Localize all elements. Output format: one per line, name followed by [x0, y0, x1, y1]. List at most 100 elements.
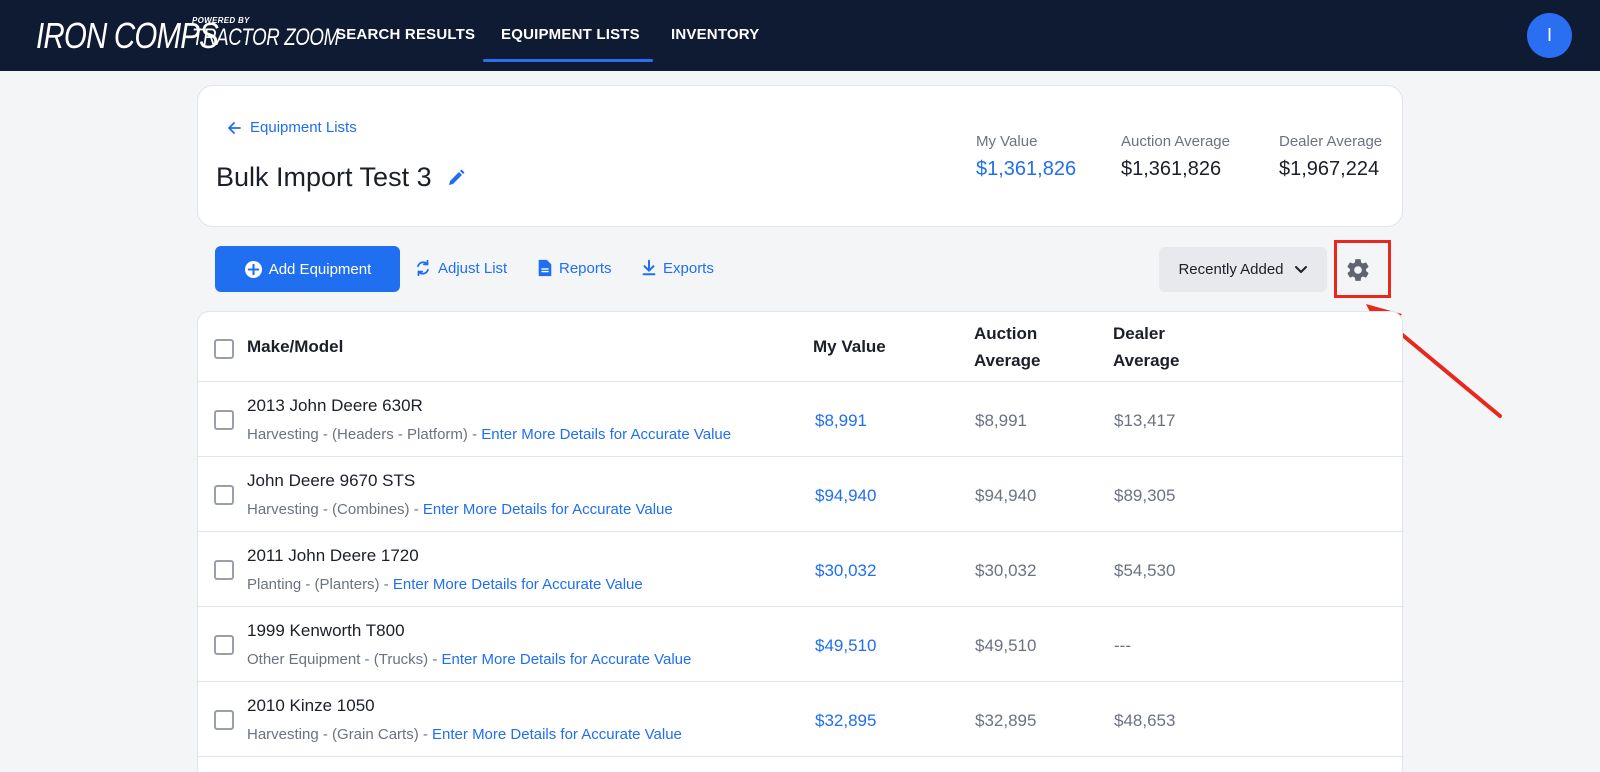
my-value-cell[interactable]: $8,991: [815, 411, 867, 430]
reports-button[interactable]: Reports: [537, 259, 612, 277]
table-row[interactable]: John Deere 9670 STS Harvesting - (Combin…: [198, 456, 1404, 531]
equipment-category: Planting - (Planters) - Enter More Detai…: [247, 576, 643, 593]
stat-value: $1,361,826: [976, 158, 1077, 180]
row-checkbox[interactable]: [214, 635, 234, 655]
table-row[interactable]: 1999 Kenworth T800 Other Equipment - (Tr…: [198, 606, 1404, 681]
header-line: Average: [1113, 351, 1180, 370]
nav-equipment-lists[interactable]: EQUIPMENT LISTS: [501, 26, 640, 43]
equipment-category: Harvesting - (Combines) - Enter More Det…: [247, 501, 673, 518]
highlight-annotation-box: [1334, 240, 1391, 298]
header-line: Average: [974, 351, 1041, 370]
user-avatar[interactable]: I: [1527, 13, 1572, 58]
auction-average-cell: $32,895: [975, 711, 1037, 730]
stat-value: $1,361,826: [1121, 158, 1222, 180]
stat-label: Dealer Average: [1279, 133, 1383, 150]
enter-details-link[interactable]: Enter More Details for Accurate Value: [392, 576, 643, 593]
stat-label: My Value: [976, 133, 1038, 150]
download-icon: [642, 259, 656, 276]
logo-sub: POWERED BY TRACTOR ZOOM: [192, 16, 380, 51]
reports-label: Reports: [559, 259, 612, 277]
table-row[interactable]: 2010 Kinze 1050 Harvesting - (Grain Cart…: [198, 681, 1404, 756]
add-equipment-label: Add Equipment: [268, 260, 372, 278]
equipment-category: Harvesting - (Headers - Platform) - Ente…: [247, 426, 732, 443]
equipment-name[interactable]: 1999 Kenworth T800: [247, 621, 405, 640]
stat-auction-average: Auction Average $1,361,826: [1121, 133, 1230, 181]
equipment-category: Harvesting - (Grain Carts) - Enter More …: [247, 726, 682, 743]
back-link-label: Equipment Lists: [250, 119, 357, 136]
stat-value: $1,967,224: [1279, 158, 1380, 180]
row-checkbox[interactable]: [214, 410, 234, 430]
column-header-make-model[interactable]: Make/Model: [247, 337, 344, 356]
logo-main-text: IRON COMPS: [36, 15, 219, 56]
stat-my-value: My Value $1,361,826: [976, 133, 1076, 181]
gear-icon: [1347, 259, 1369, 281]
auction-average-cell: $49,510: [975, 636, 1037, 655]
nav-search-results[interactable]: SEARCH RESULTS: [336, 26, 476, 43]
dealer-average-cell: $54,530: [1114, 561, 1176, 580]
auction-average-cell: $30,032: [975, 561, 1037, 580]
exports-label: Exports: [663, 259, 714, 277]
table-row[interactable]: 2013 John Deere 630R Harvesting - (Heade…: [198, 381, 1404, 456]
row-checkbox[interactable]: [214, 485, 234, 505]
select-all-checkbox[interactable]: [214, 339, 234, 359]
list-title: Bulk Import Test 3: [216, 162, 432, 192]
plus-circle-icon: [244, 260, 262, 278]
my-value-cell[interactable]: $30,032: [815, 561, 877, 580]
back-to-equipment-lists-link[interactable]: Equipment Lists: [226, 119, 357, 136]
category-text: Planting - (Planters): [247, 576, 380, 593]
stat-label: Auction Average: [1121, 133, 1230, 150]
enter-details-link[interactable]: Enter More Details for Accurate Value: [441, 651, 692, 668]
table-row-partial: [198, 756, 1404, 772]
category-text: Harvesting - (Headers - Platform): [247, 426, 468, 443]
nav-inventory[interactable]: INVENTORY: [671, 26, 760, 43]
sort-dropdown-label: Recently Added: [1178, 261, 1284, 278]
column-header-auction-average[interactable]: Auction Average: [974, 320, 1040, 374]
dealer-average-cell: ---: [1114, 636, 1131, 655]
equipment-name[interactable]: John Deere 9670 STS: [247, 471, 416, 490]
add-equipment-button[interactable]: Add Equipment: [215, 246, 400, 292]
iron-comps-logo[interactable]: IRON COMPS POWERED BY TRACTOR ZOOM: [36, 14, 339, 56]
dealer-average-cell: $13,417: [1114, 411, 1176, 430]
adjust-list-label: Adjust List: [438, 259, 508, 277]
dealer-average-cell: $89,305: [1114, 486, 1176, 505]
top-navbar: IRON COMPS POWERED BY TRACTOR ZOOM SEARC…: [0, 0, 1600, 71]
pencil-icon[interactable]: [446, 168, 466, 188]
list-header-card: Equipment Lists Bulk Import Test 3 My Va…: [197, 85, 1403, 227]
auction-average-cell: $94,940: [975, 486, 1037, 505]
table-row[interactable]: 2011 John Deere 1720 Planting - (Planter…: [198, 531, 1404, 606]
logo-tractor-zoom-text: TRACTOR ZOOM: [192, 24, 339, 51]
logo-powered-text: POWERED BY: [192, 16, 250, 25]
enter-details-link[interactable]: Enter More Details for Accurate Value: [432, 726, 682, 743]
category-text: Harvesting - (Combines): [247, 501, 410, 518]
equipment-name[interactable]: 2011 John Deere 1720: [247, 546, 419, 565]
header-line: Auction: [974, 324, 1038, 343]
column-header-my-value[interactable]: My Value: [813, 337, 886, 356]
header-line: Dealer: [1113, 324, 1165, 343]
page-title: Bulk Import Test 3: [216, 162, 466, 193]
my-value-cell[interactable]: $32,895: [815, 711, 877, 730]
exports-button[interactable]: Exports: [641, 259, 714, 277]
auction-average-cell: $8,991: [975, 411, 1027, 430]
my-value-cell[interactable]: $49,510: [815, 636, 877, 655]
sort-dropdown[interactable]: Recently Added: [1159, 247, 1327, 292]
category-text: Harvesting - (Grain Carts): [247, 726, 419, 743]
stat-dealer-average: Dealer Average $1,967,224: [1279, 133, 1382, 181]
document-icon: [538, 259, 552, 277]
enter-details-link[interactable]: Enter More Details for Accurate Value: [481, 426, 732, 443]
chevron-down-icon: [1294, 265, 1307, 273]
arrow-left-icon: [228, 121, 241, 134]
enter-details-link[interactable]: Enter More Details for Accurate Value: [422, 501, 673, 518]
category-text: Other Equipment - (Trucks): [247, 651, 429, 668]
equipment-table: Make/Model My Value Auction Average Deal…: [197, 311, 1404, 772]
column-header-dealer-average[interactable]: Dealer Average: [1113, 320, 1179, 374]
adjust-list-button[interactable]: Adjust List: [414, 259, 507, 277]
refresh-icon: [417, 259, 429, 277]
equipment-name[interactable]: 2013 John Deere 630R: [247, 396, 423, 415]
table-settings-button[interactable]: [1342, 254, 1374, 286]
active-nav-indicator: [483, 59, 653, 62]
my-value-cell[interactable]: $94,940: [815, 486, 877, 505]
equipment-name[interactable]: 2010 Kinze 1050: [247, 696, 375, 715]
dealer-average-cell: $48,653: [1114, 711, 1176, 730]
row-checkbox[interactable]: [214, 560, 234, 580]
row-checkbox[interactable]: [214, 710, 234, 730]
